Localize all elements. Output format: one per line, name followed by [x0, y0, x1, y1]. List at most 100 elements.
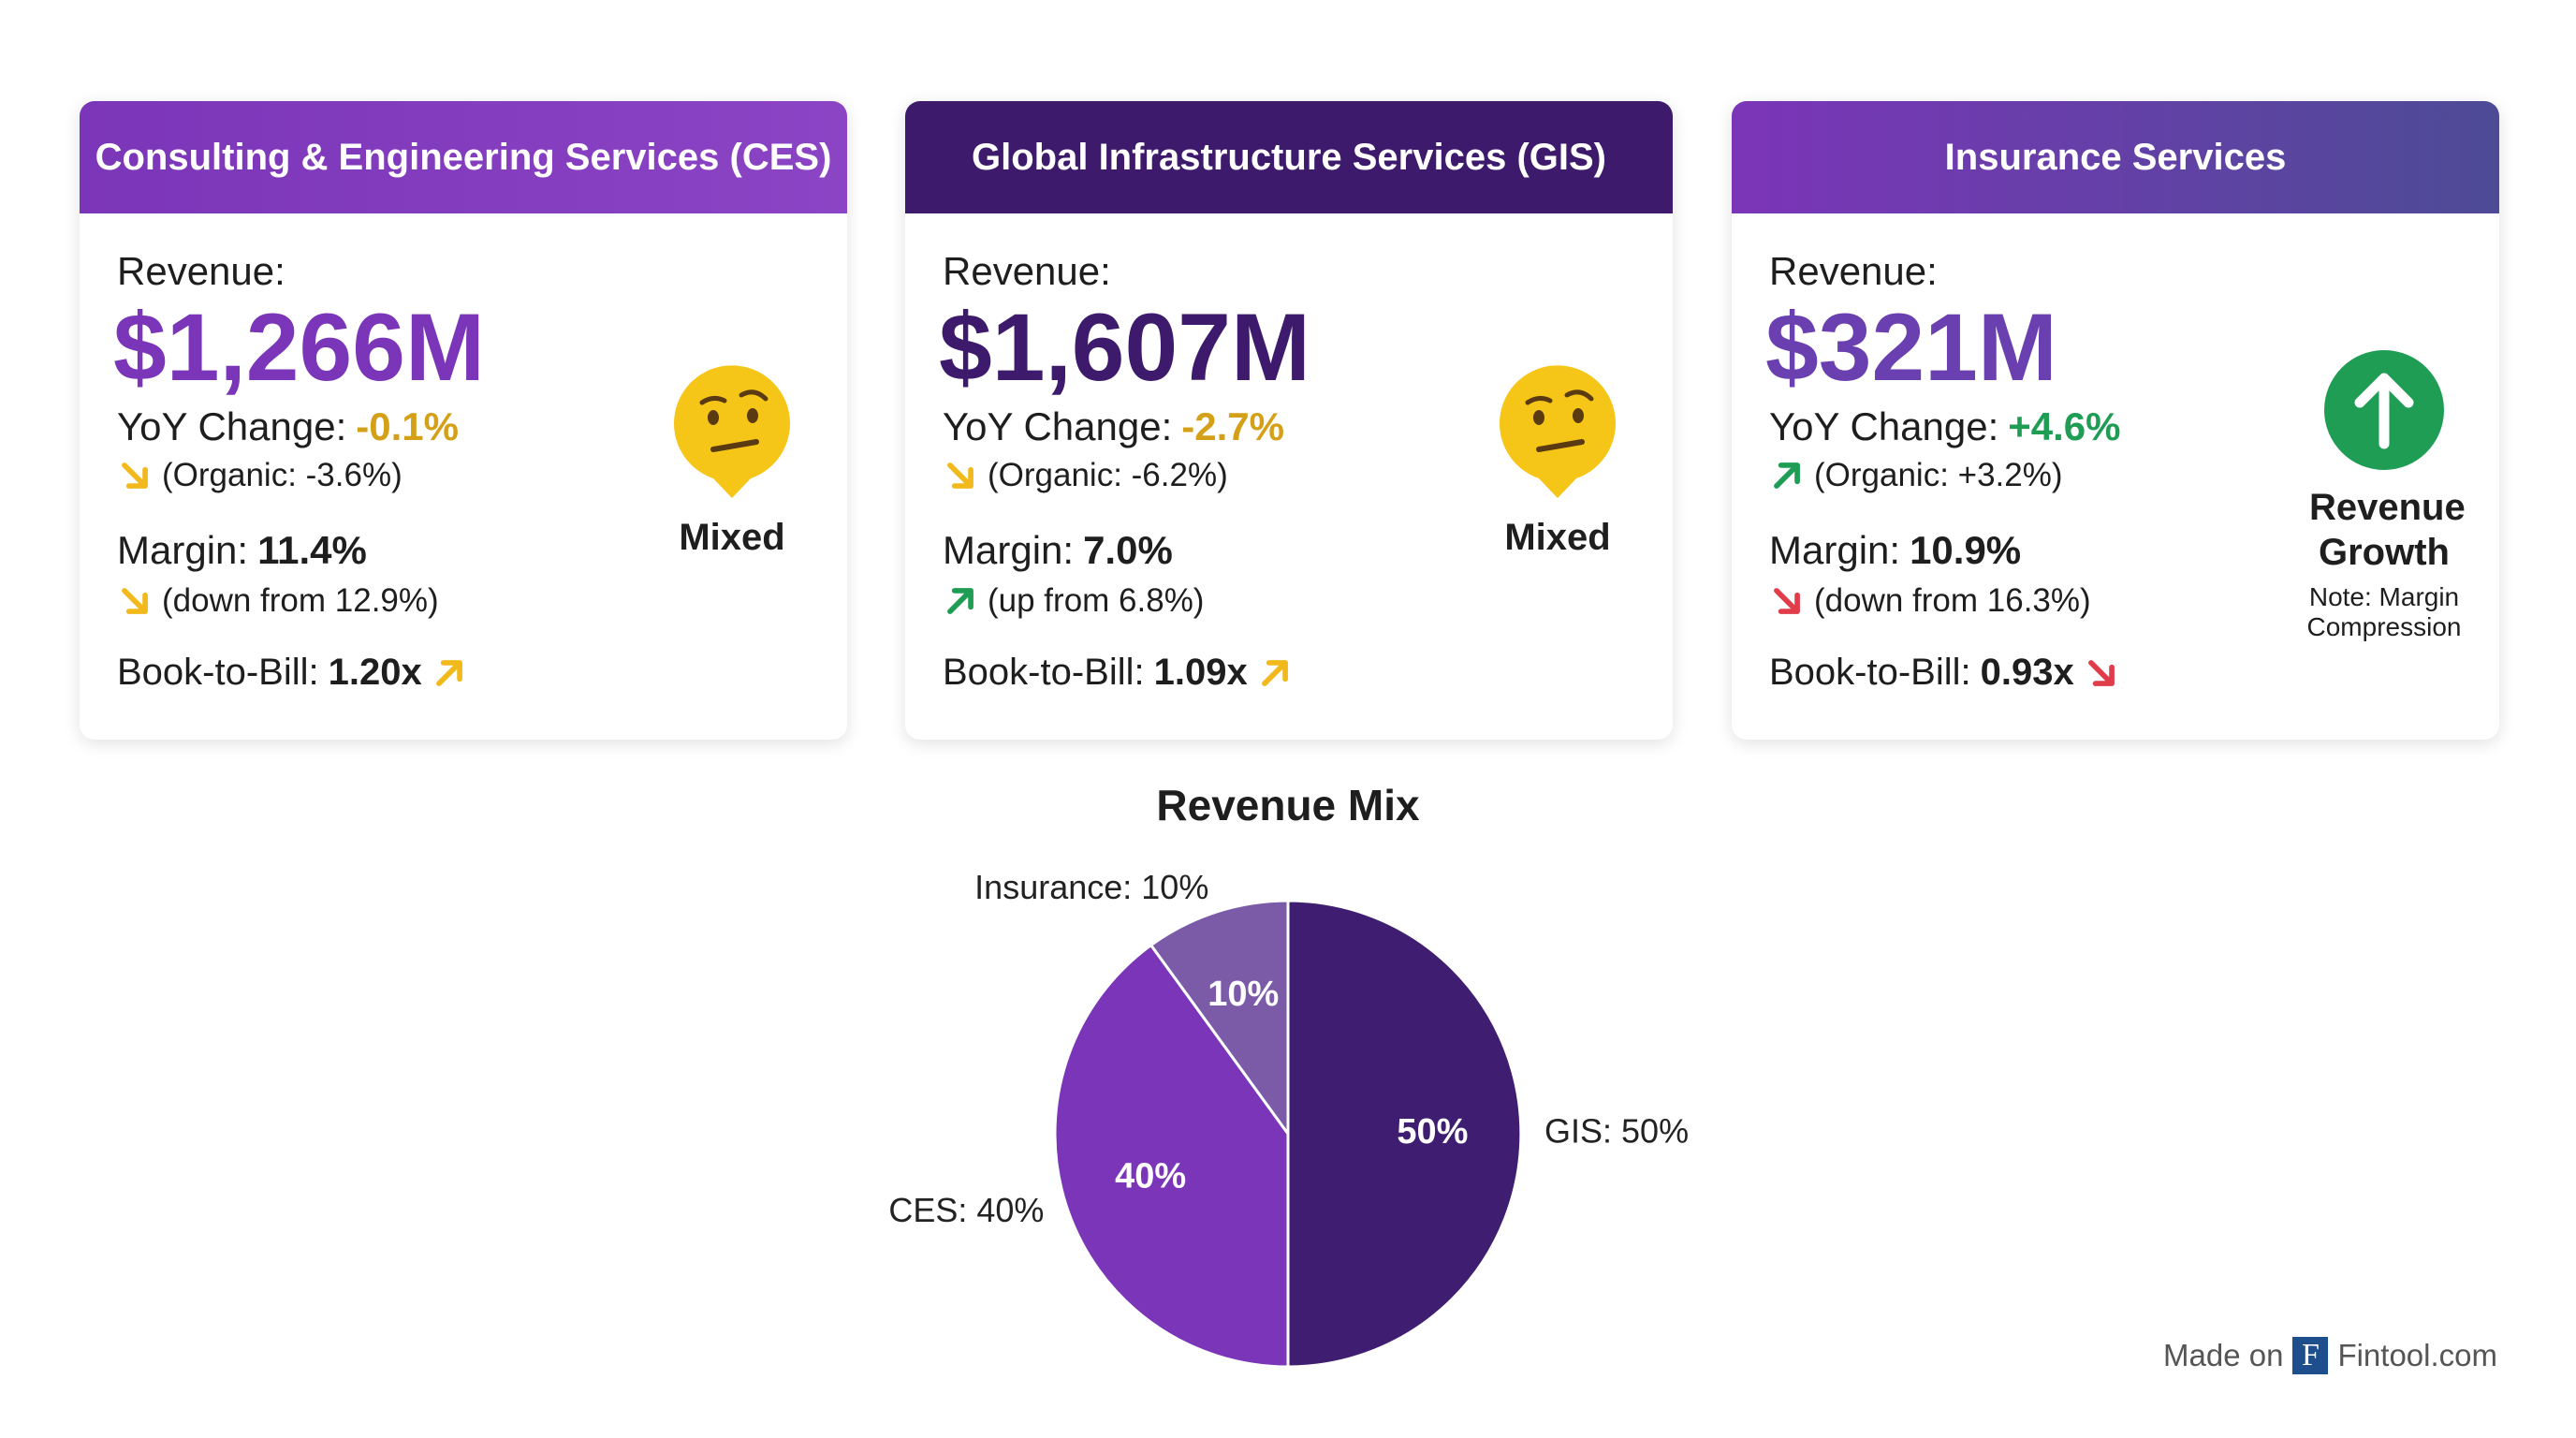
- footer-logo: F: [2292, 1337, 2329, 1374]
- organic-value: (Organic: -3.6%): [162, 457, 402, 493]
- btb-value: 1.20x: [328, 652, 422, 693]
- revenue-value: $1,266M: [113, 294, 485, 401]
- verdict: Revenue Growth: [2309, 487, 2466, 573]
- slice-label: 10%: [1208, 975, 1279, 1014]
- trend-arrow: [1774, 588, 1800, 614]
- arrow-shape: [947, 462, 973, 489]
- trend-arrow: [947, 462, 973, 489]
- footer: Made on F Fintool.com: [2163, 1337, 2497, 1374]
- emoji-eye: [1573, 408, 1584, 423]
- slice-label: 40%: [1115, 1157, 1186, 1196]
- card: Consulting & Engineering Services (CES) R…: [80, 101, 847, 740]
- emoji-face: [673, 365, 790, 498]
- emoji-eye: [708, 410, 719, 425]
- yoy-value: -2.7%: [1181, 404, 1284, 448]
- revenue-label: Revenue:: [943, 249, 1111, 293]
- yoy-row: YoY Change: +4.6%: [1769, 404, 2121, 449]
- pie-slice: [1053, 943, 1290, 1369]
- emoji-brow: [1525, 389, 1594, 405]
- yoy-label: YoY Change:: [1769, 404, 1999, 448]
- verdict-icon: [673, 365, 790, 498]
- margin-note: (down from 12.9%): [162, 582, 439, 619]
- organic-value: (Organic: +3.2%): [1814, 457, 2063, 493]
- btb-value: 1.09x: [1153, 652, 1248, 693]
- arrow-shape: [1774, 588, 1800, 614]
- emoji-face: [1499, 365, 1616, 498]
- revenue-label: Revenue:: [1769, 249, 1938, 293]
- yoy-row: YoY Change: -0.1%: [117, 404, 459, 449]
- revenue-value: $321M: [1765, 294, 2057, 401]
- margin-note-row: (down from 12.9%): [117, 582, 439, 620]
- btb-row: Book-to-Bill: 1.09x: [943, 652, 1293, 694]
- pie-slice: [1149, 899, 1290, 1138]
- margin-row: Margin: 11.4%: [117, 528, 367, 573]
- btb-row: Book-to-Bill: 0.93x: [1769, 652, 2119, 694]
- emoji-mouth: [1536, 439, 1585, 452]
- yoy-label: YoY Change:: [117, 404, 347, 448]
- emoji-brow: [699, 389, 768, 405]
- margin-label: Margin:: [943, 528, 1075, 572]
- margin-value: 7.0%: [1083, 528, 1173, 572]
- margin-label: Margin:: [117, 528, 249, 572]
- emoji-mouth: [710, 439, 759, 452]
- arrow-shape: [122, 462, 148, 489]
- footer-prefix: Made on: [2163, 1338, 2284, 1372]
- trend-arrow: [947, 588, 973, 614]
- trend-arrow: [1774, 462, 1800, 489]
- card-header: Consulting & Engineering Services (CES): [80, 101, 847, 213]
- emoji-eye: [747, 408, 758, 423]
- margin-note: (up from 6.8%): [988, 582, 1205, 619]
- arrow-shape: [947, 588, 973, 614]
- revenue-value: $1,607M: [939, 294, 1310, 401]
- btb-label: Book-to-Bill:: [943, 652, 1145, 693]
- btb-value: 0.93x: [1980, 652, 2074, 693]
- margin-value: 10.9%: [1910, 528, 2022, 572]
- arrow-shape: [2087, 659, 2115, 686]
- yoy-value: +4.6%: [2008, 404, 2121, 448]
- arrow-shape: [1774, 462, 1800, 489]
- margin-note: (down from 16.3%): [1814, 582, 2091, 619]
- margin-note-row: (up from 6.8%): [943, 582, 1204, 620]
- outer-label: Insurance: 10%: [974, 868, 1208, 906]
- arrow-shape: [1261, 659, 1288, 686]
- arrow-shape: [122, 588, 148, 614]
- verdict: Mixed: [679, 517, 785, 558]
- slice-label: 50%: [1397, 1112, 1468, 1152]
- btb-label: Book-to-Bill:: [1769, 652, 1971, 693]
- trend-arrow: [2087, 659, 2115, 686]
- verdict-icon: [1499, 365, 1616, 498]
- trend-arrow: [122, 462, 148, 489]
- btb-row: Book-to-Bill: 1.20x: [117, 652, 467, 694]
- verdict: Mixed: [1504, 517, 1611, 558]
- organic-row: (Organic: -6.2%): [943, 457, 1228, 494]
- verdict-icon: [2324, 350, 2444, 470]
- card-header: Global Infrastructure Services (GIS): [905, 101, 1673, 213]
- card-header: Insurance Services: [1732, 101, 2499, 213]
- arrow-shape: [435, 659, 462, 686]
- pie-slice: [1286, 899, 1523, 1369]
- revenue-label: Revenue:: [117, 249, 285, 293]
- yoy-label: YoY Change:: [943, 404, 1173, 448]
- yoy-value: -0.1%: [356, 404, 459, 448]
- margin-label: Margin:: [1769, 528, 1901, 572]
- btb-label: Book-to-Bill:: [117, 652, 319, 693]
- chart-title: Revenue Mix: [1156, 781, 1420, 829]
- trend-arrow: [122, 588, 148, 614]
- verdict-note: Note: Margin Compression: [2306, 582, 2462, 641]
- margin-value: 11.4%: [257, 528, 367, 572]
- margin-note-row: (down from 16.3%): [1769, 582, 2091, 620]
- emoji-eye: [1533, 410, 1544, 425]
- trend-arrow: [435, 659, 462, 686]
- organic-row: (Organic: +3.2%): [1769, 457, 2063, 494]
- organic-row: (Organic: -3.6%): [117, 457, 402, 494]
- margin-row: Margin: 7.0%: [943, 528, 1173, 573]
- footer-brand: Fintool.com: [2337, 1338, 2497, 1372]
- card: Global Infrastructure Services (GIS) Reve…: [905, 101, 1673, 740]
- organic-value: (Organic: -6.2%): [988, 457, 1228, 493]
- outer-label: GIS: 50%: [1544, 1112, 1689, 1151]
- trend-arrow: [1261, 659, 1288, 686]
- card: Insurance Services Revenue: $321M YoY Chang…: [1732, 101, 2499, 740]
- growth-arrow: [2354, 373, 2414, 449]
